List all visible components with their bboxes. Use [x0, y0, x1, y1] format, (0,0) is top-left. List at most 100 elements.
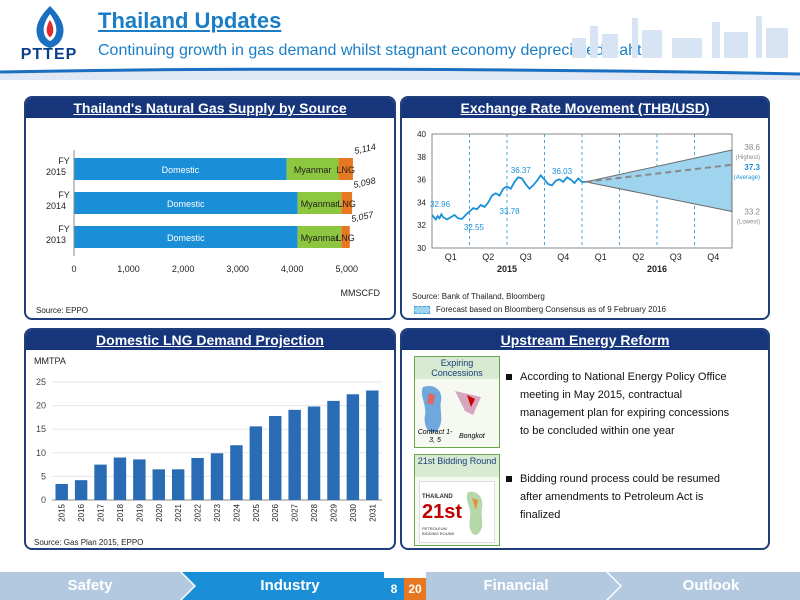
lng-x-tick: 2026 [271, 503, 280, 521]
fx-quarter-label: Q3 [670, 252, 682, 262]
lng-bar [269, 415, 282, 500]
gas-x-unit: MMSCFD [341, 288, 381, 298]
fx-y-tick: 36 [417, 176, 426, 185]
lng-bar [94, 464, 107, 500]
lng-source: Source: Gas Plan 2015, EPPO [34, 538, 144, 547]
poster-top-text: THAILAND [422, 494, 453, 500]
lng-bar [366, 390, 379, 500]
bullet-1-line-1: According to National Energy Policy Offi… [520, 371, 727, 383]
gas-bar-segment [297, 192, 342, 214]
pttep-logo-icon [36, 6, 64, 48]
gas-x-tick: 3,000 [226, 264, 249, 274]
bullet-1-line-4: to be concluded within one year [520, 425, 675, 437]
fx-quarter-label: Q1 [595, 252, 607, 262]
fx-forecast-high: 38.6 [744, 143, 760, 152]
fx-label-3378: 33.78 [500, 207, 521, 216]
lng-bar [55, 483, 68, 500]
bullet-2-line-1: Bidding round process could be resumed [520, 473, 720, 485]
bullet-2-line-2: after amendments to Petroleum Act is [520, 491, 704, 503]
lng-panel: Domestic LNG Demand Projection MMTPA 25 20… [24, 328, 396, 550]
lng-y-tick: 10 [36, 448, 46, 458]
gas-x-tick: 1,000 [117, 264, 140, 274]
gas-row-label-2: 2014 [46, 201, 66, 211]
lng-bar [74, 480, 88, 500]
gas-bar-label: Myanmar [294, 165, 332, 175]
lng-y-tick: 20 [36, 401, 46, 411]
gas-x-tick: 5,000 [335, 264, 358, 274]
gas-row-label-2: 2015 [46, 167, 66, 177]
nav-financial[interactable]: Financial [483, 577, 549, 594]
fx-quarter-label: Q4 [707, 252, 719, 262]
gas-row-label-1: FY [58, 224, 70, 234]
logo-text: PTTEP [20, 46, 78, 63]
fx-quarter-label: Q1 [445, 252, 457, 262]
expiring-concessions-box: Expiring Concessions Contract 1-3, 5 Bon… [414, 356, 500, 448]
fx-forecast-high-label: (Highest) [736, 155, 760, 161]
gas-total-label: 5,114 [353, 142, 376, 156]
lng-x-tick: 2016 [77, 503, 86, 521]
lng-x-tick: 2028 [310, 503, 319, 521]
nav-industry[interactable]: Industry [260, 577, 320, 594]
fx-forecast-low-label: (Lowest) [737, 220, 760, 226]
fx-y-tick: 38 [417, 153, 426, 162]
page-total: 20 [408, 582, 422, 596]
reform-panel: Upstream Energy Reform Expiring Concessi… [400, 328, 770, 550]
gas-row-label-1: FY [58, 190, 70, 200]
gas-supply-source: Source: EPPO [36, 306, 89, 315]
gas-row-label-1: FY [58, 156, 70, 166]
bullet-2 [506, 476, 512, 482]
exchange-source: Source: Bank of Thailand, Bloomberg [412, 292, 545, 301]
bongkot-label: Bongkot [459, 433, 485, 440]
gas-supply-title: Thailand's Natural Gas Supply by Source [26, 98, 394, 118]
lng-x-tick: 2024 [232, 503, 241, 521]
bidding-poster: THAILAND 21st PETROLEUM BIDDING ROUND [419, 481, 495, 543]
lng-bar [327, 400, 340, 500]
exchange-title: Exchange Rate Movement (THB/USD) [402, 98, 768, 118]
nav-outlook[interactable]: Outlook [682, 577, 740, 594]
gas-bar-segment [74, 226, 298, 248]
gas-x-tick: 4,000 [281, 264, 304, 274]
lng-bar [230, 445, 243, 500]
lng-y-tick: 15 [36, 424, 46, 434]
gas-bar-segment [286, 158, 339, 180]
lng-bar [210, 453, 224, 500]
gas-bar-label: LNG [336, 233, 355, 243]
gas-bar-label: Domestic [167, 233, 205, 243]
footer-background [0, 572, 800, 600]
lng-bar [249, 426, 263, 500]
lng-x-tick: 2022 [194, 503, 203, 521]
lng-y-tick: 25 [36, 377, 46, 387]
fx-forecast-cone [585, 149, 733, 213]
bidding-round-title: 21st Bidding Round [415, 455, 499, 477]
lng-x-tick: 2023 [213, 503, 222, 521]
bidding-round-box: 21st Bidding Round THAILAND 21st PETROLE… [414, 454, 500, 546]
lng-x-tick: 2021 [174, 503, 183, 521]
lng-bar [113, 457, 127, 500]
lng-bar [133, 459, 146, 500]
gas-x-tick: 0 [71, 264, 76, 274]
fx-year-label: 2016 [647, 264, 667, 274]
lng-x-tick: 2030 [349, 503, 358, 521]
lng-x-tick: 2027 [291, 503, 300, 521]
fx-y-tick: 30 [417, 244, 426, 253]
lng-y-tick: 5 [41, 471, 46, 481]
lng-x-tick: 2020 [155, 503, 164, 521]
footer-nav: Safety Industry 8 20 Financial Outlook [0, 572, 800, 600]
nav-safety[interactable]: Safety [67, 577, 113, 594]
fx-y-tick: 40 [417, 130, 426, 139]
gas-bar-label: Domestic [167, 199, 205, 209]
lng-bar [288, 409, 301, 500]
fx-forecast-average [585, 163, 733, 183]
page-title: Thailand Updates [98, 8, 282, 33]
fx-forecast-avg-label: (Average) [734, 175, 760, 181]
lng-bar [171, 469, 185, 500]
lng-bar [307, 406, 321, 500]
skyline-decoration-icon [572, 16, 788, 58]
fx-forecast-avg: 37.3 [744, 163, 760, 172]
gas-x-tick: 2,000 [172, 264, 195, 274]
bullet-1-line-3: management plan for expiring concessions [520, 407, 730, 419]
bullet-2-line-3: finalized [520, 509, 561, 521]
lng-x-tick: 2019 [135, 503, 144, 521]
